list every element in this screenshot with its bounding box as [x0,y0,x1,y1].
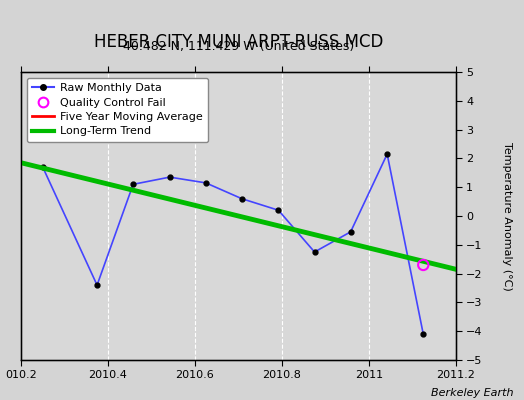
Point [419,262,428,268]
Text: Berkeley Earth: Berkeley Earth [431,388,514,398]
Y-axis label: Temperature Anomaly (°C): Temperature Anomaly (°C) [502,142,512,290]
Legend: Raw Monthly Data, Quality Control Fail, Five Year Moving Average, Long-Term Tren: Raw Monthly Data, Quality Control Fail, … [27,78,208,142]
Title: HEBER CITY MUNI ARPT-RUSS MCD: HEBER CITY MUNI ARPT-RUSS MCD [94,33,383,51]
Text: 40.482 N, 111.429 W (United States): 40.482 N, 111.429 W (United States) [123,40,354,53]
